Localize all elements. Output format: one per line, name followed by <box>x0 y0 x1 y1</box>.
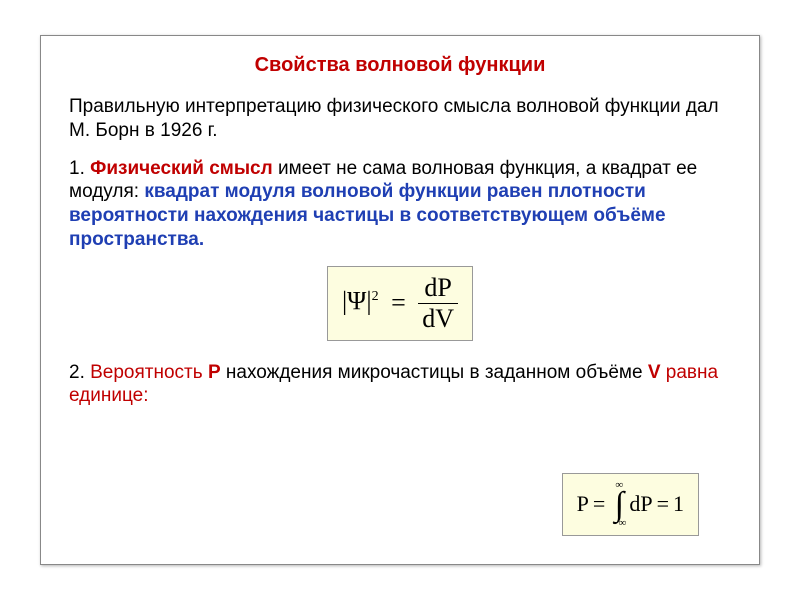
f2-dP: dP <box>629 491 652 517</box>
slide-container: Свойства волновой функции Правильную инт… <box>40 35 760 565</box>
item-2-P: P <box>208 362 221 383</box>
item-1-number: 1. <box>69 158 90 179</box>
item-2-prob: Вероятность <box>90 362 208 383</box>
f1-num: dP <box>418 273 458 304</box>
f1-frac: dP dV <box>418 273 458 334</box>
f1-sup: 2 <box>372 288 379 303</box>
item-2-V: V <box>648 362 661 383</box>
f2-integral: ∞ ∫ −∞ <box>612 480 626 529</box>
item-2-number: 2. <box>69 362 90 383</box>
f2-eq1: = <box>593 491 605 517</box>
formula-1: |Ψ|2 = dP dV <box>327 266 473 341</box>
f1-eq: = <box>391 288 406 317</box>
item-1-lead: Физический смысл <box>90 158 273 179</box>
intro-paragraph: Правильную интерпретацию физического смы… <box>69 95 731 143</box>
f2-eq2: = <box>657 491 669 517</box>
item-2: 2. Вероятность P нахождения микрочастицы… <box>69 361 731 409</box>
formula-1-wrap: |Ψ|2 = dP dV <box>69 266 731 341</box>
slide-title: Свойства волновой функции <box>69 54 731 77</box>
f1-psi: Ψ <box>347 286 366 315</box>
formula-2-wrap: P = ∞ ∫ −∞ dP = 1 <box>562 473 699 536</box>
f2-lower: −∞ <box>612 518 626 529</box>
f2-sym: ∫ <box>615 491 624 518</box>
item-1-bold: квадрат модуля волновой функции равен пл… <box>69 181 666 250</box>
f1-den: dV <box>418 304 458 334</box>
f2-P: P <box>577 491 589 517</box>
item-1: 1. Физический смысл имеет не сама волнов… <box>69 157 731 252</box>
f2-one: 1 <box>673 491 684 517</box>
item-2-mid: нахождения микрочастицы в заданном объём… <box>221 362 648 383</box>
formula-2: P = ∞ ∫ −∞ dP = 1 <box>562 473 699 536</box>
